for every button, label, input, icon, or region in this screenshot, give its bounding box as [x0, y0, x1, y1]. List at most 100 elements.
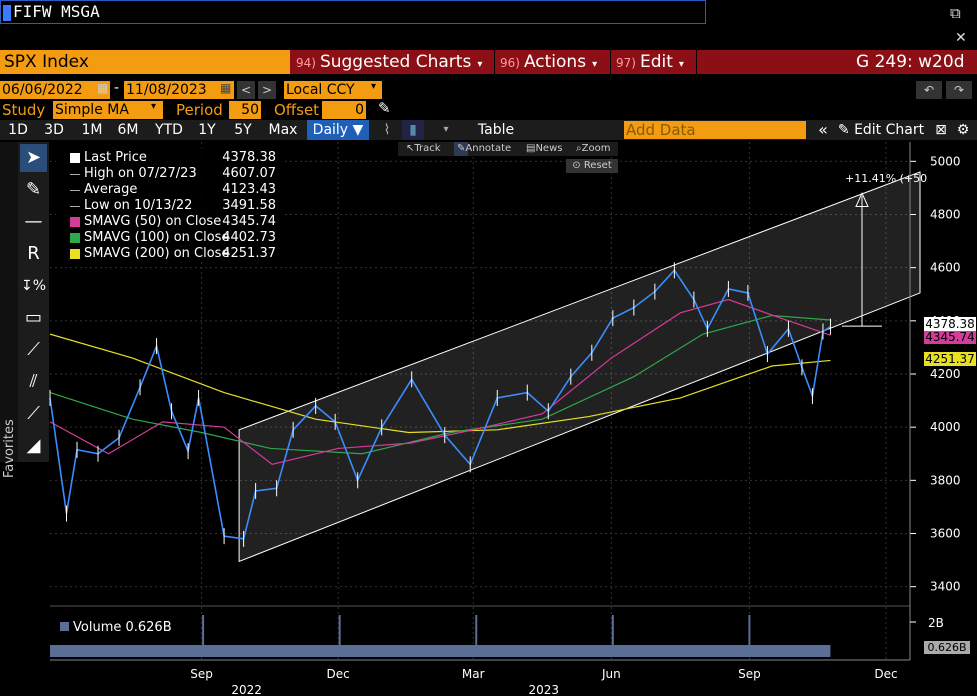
series-line-smavg-200- [49, 333, 831, 434]
chart-type-dropdown-icon[interactable]: ▾ [443, 124, 449, 135]
calendar-icon[interactable]: ▦ [97, 81, 109, 95]
y-tick-label: 4800 [930, 207, 961, 221]
text-cursor [3, 4, 11, 21]
legend-label: SMAVG (50) on Close [84, 214, 222, 229]
legend-value: 4345.74 [222, 214, 276, 229]
y-tick-label: 3600 [930, 527, 961, 541]
measure-arrow [855, 192, 869, 208]
actions-menu[interactable]: 96) Actions ▾ [500, 52, 598, 72]
year-label: 2023 [529, 683, 560, 696]
gear-icon[interactable]: ⚙ [956, 122, 970, 138]
volume-tick-label: 2B [928, 616, 944, 630]
favorites-tab[interactable]: Favorites [0, 142, 18, 478]
range-1m[interactable]: 1M [81, 122, 103, 138]
ticker-field[interactable]: SPX Index [0, 50, 290, 74]
legend-value: 4402.73 [222, 230, 276, 245]
edit-menu[interactable]: 97) Edit ▾ [616, 52, 684, 72]
y-tick-label: 3800 [930, 473, 961, 487]
command-text: FIFW MSGA [13, 2, 100, 21]
prev-period-button[interactable]: < [237, 81, 255, 99]
range-1y[interactable]: 1Y [198, 122, 216, 138]
suggested-charts-menu[interactable]: 94) Suggested Charts ▾ [296, 52, 483, 72]
chart-subtools: ↖ Track ✎ Annotate ▤ News ⌕ Zoom [398, 142, 618, 156]
legend-swatch [70, 190, 80, 191]
year-label: 2022 [231, 683, 262, 696]
y-tick-label: 4600 [930, 261, 961, 275]
volume-spike [748, 615, 751, 645]
y-tick-label: 5000 [930, 154, 961, 168]
pen-icon[interactable]: ✎ [25, 179, 42, 200]
pointer-icon[interactable]: ➤ [20, 144, 47, 172]
legend-label: SMAVG (100) on Close [84, 230, 230, 245]
track-button[interactable]: ↖ Track [406, 143, 441, 154]
y-tick-label: 4200 [930, 367, 961, 381]
volume-spike [338, 615, 341, 645]
legend-row: SMAVG (100) on Close 4402.73 [56, 230, 282, 246]
range-6m[interactable]: 6M [117, 122, 139, 138]
undo-button[interactable]: ↶ [916, 81, 942, 99]
range-1d[interactable]: 1D [8, 122, 28, 138]
percent-annotation[interactable]: +11.41% (+50 [845, 172, 928, 185]
collapse-icon[interactable]: « [818, 120, 828, 139]
redo-button[interactable]: ↷ [946, 81, 972, 99]
chart-id: G 249: w20d [856, 52, 965, 72]
dropdown-icon: ▾ [592, 59, 598, 70]
period-label: Period [176, 101, 223, 119]
x-tick-label: Dec [874, 667, 897, 681]
annotate-button[interactable]: ✎ Annotate [454, 142, 511, 156]
news-button[interactable]: ▤ News [526, 143, 563, 154]
edit-chart-button[interactable]: ✎ Edit Chart [837, 122, 925, 138]
start-date-field[interactable]: 06/06/2022 [0, 81, 110, 99]
range-max[interactable]: Max [268, 122, 298, 138]
legend-label: Average [84, 182, 138, 197]
legend-value: 4251.37 [222, 246, 276, 261]
sma200-tag: 4251.37 [924, 352, 976, 366]
add-data-input[interactable]: Add Data [624, 121, 806, 139]
trendline-icon[interactable]: ⟋ [27, 339, 40, 360]
legend-value: 4378.38 [222, 150, 276, 165]
legend-label: Last Price [84, 150, 147, 165]
range-ytd[interactable]: YTD [155, 122, 183, 138]
range-5y[interactable]: 5Y [234, 122, 252, 138]
currency-select[interactable]: Local CCY [284, 81, 382, 99]
channel-icon[interactable]: ⫽ [29, 371, 38, 392]
ray-icon[interactable]: ⟋ [27, 403, 40, 424]
chart-settings-icon[interactable]: ⊠ [935, 122, 947, 138]
volume-bars [50, 645, 831, 657]
sma50-tag: 4345.74 [924, 331, 976, 344]
date-separator: - [114, 80, 120, 96]
reset-button[interactable]: ⊙ Reset [566, 159, 618, 173]
volume-spike [202, 615, 205, 645]
calendar-icon[interactable]: ▦ [220, 81, 232, 95]
x-tick-label: Mar [462, 667, 485, 681]
retracement-icon[interactable]: R [27, 243, 40, 264]
table-button[interactable]: Table [477, 122, 515, 138]
pencil-icon[interactable]: ✎ [378, 99, 391, 117]
range-3d[interactable]: 3D [44, 122, 64, 138]
percent-measure-icon[interactable]: ↧% [20, 278, 47, 294]
legend-swatch [70, 217, 80, 227]
volume-legend: Volume 0.626B [60, 620, 172, 635]
popout-icon[interactable]: ⧉ [950, 4, 961, 22]
study-select[interactable]: Simple MA [53, 101, 163, 119]
fill-area-icon[interactable]: ◢ [26, 435, 41, 456]
legend-swatch [70, 153, 80, 163]
close-icon[interactable]: ✕ [955, 30, 967, 46]
end-date-field[interactable]: 11/08/2023 [124, 81, 234, 99]
frequency-select[interactable]: Daily ▼ [307, 120, 369, 140]
legend-row: Average 4123.43 [56, 182, 282, 198]
line-chart-icon[interactable]: ⌇ [383, 122, 391, 138]
offset-label: Offset [274, 101, 320, 119]
candle-chart-icon[interactable]: ▮ [402, 120, 424, 140]
offset-input[interactable]: 0 [322, 101, 366, 119]
zoom-button[interactable]: ⌕ Zoom [576, 143, 611, 154]
y-tick-label: 4000 [930, 420, 961, 434]
x-tick-label: Dec [327, 667, 350, 681]
series-line-smavg-50- [49, 298, 831, 466]
period-input[interactable]: 50 [229, 101, 261, 119]
rectangle-icon[interactable]: ▭ [24, 307, 42, 328]
command-line-input[interactable]: FIFW MSGA [0, 0, 706, 24]
next-period-button[interactable]: > [258, 81, 276, 99]
horizontal-line-icon[interactable]: — [24, 211, 43, 232]
